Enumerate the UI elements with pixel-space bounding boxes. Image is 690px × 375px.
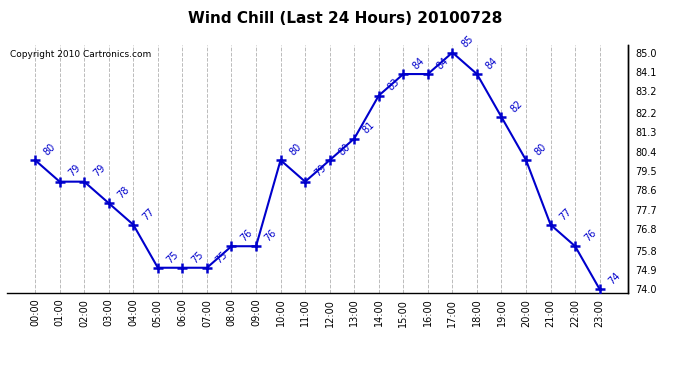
Text: 75: 75 xyxy=(214,249,230,265)
Text: 75: 75 xyxy=(189,249,205,265)
Text: 84: 84 xyxy=(411,56,426,71)
Text: 78: 78 xyxy=(116,184,132,200)
Text: 76: 76 xyxy=(582,228,598,243)
Text: 80: 80 xyxy=(533,142,549,158)
Text: 80: 80 xyxy=(288,142,304,158)
Text: 83: 83 xyxy=(386,77,402,93)
Text: 82: 82 xyxy=(509,99,524,114)
Text: 80: 80 xyxy=(337,142,353,158)
Text: 84: 84 xyxy=(435,56,451,71)
Text: 77: 77 xyxy=(140,206,156,222)
Text: 85: 85 xyxy=(460,34,475,50)
Text: 76: 76 xyxy=(239,228,254,243)
Text: 75: 75 xyxy=(165,249,181,265)
Text: 79: 79 xyxy=(67,163,82,179)
Text: 84: 84 xyxy=(484,56,500,71)
Text: 81: 81 xyxy=(361,120,377,136)
Text: 77: 77 xyxy=(558,206,573,222)
Text: 79: 79 xyxy=(312,163,328,179)
Text: Wind Chill (Last 24 Hours) 20100728: Wind Chill (Last 24 Hours) 20100728 xyxy=(188,11,502,26)
Text: 76: 76 xyxy=(263,228,279,243)
Text: 74: 74 xyxy=(607,271,622,286)
Text: Copyright 2010 Cartronics.com: Copyright 2010 Cartronics.com xyxy=(10,50,151,59)
Text: 79: 79 xyxy=(91,163,107,179)
Text: 80: 80 xyxy=(42,142,58,158)
